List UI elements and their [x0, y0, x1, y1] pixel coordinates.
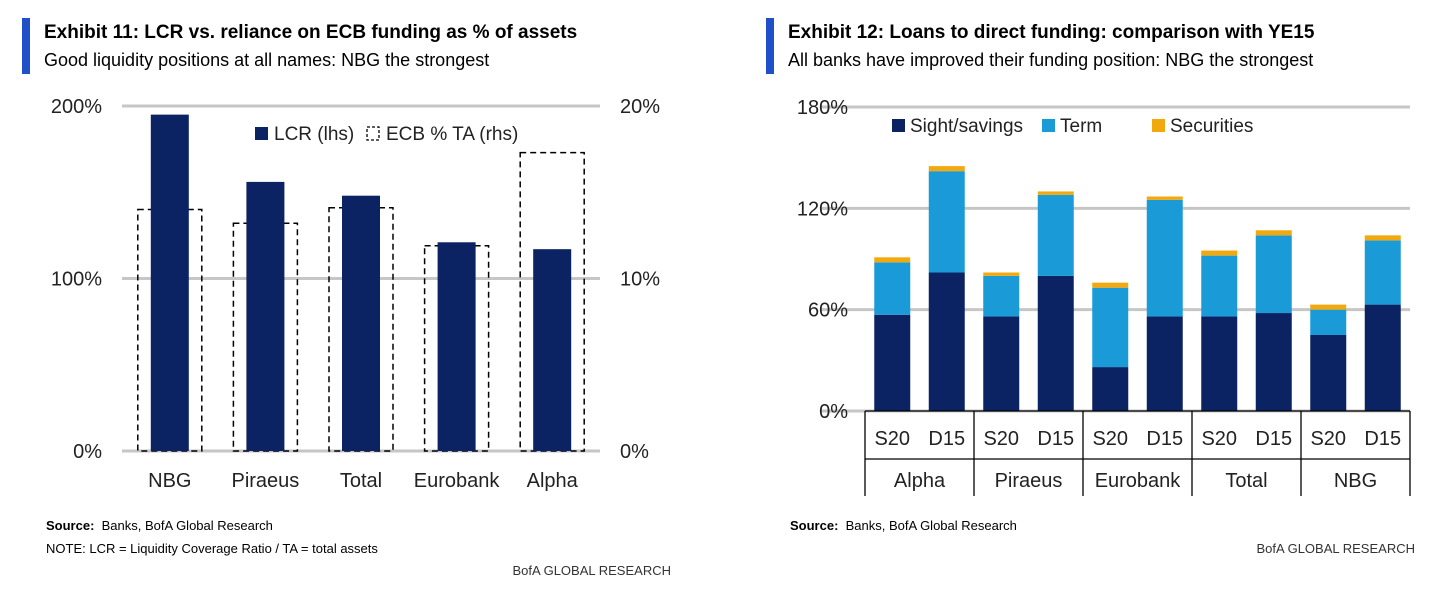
sight-savings-segment: [1037, 275, 1074, 411]
y-tick-label: 0%: [819, 401, 848, 423]
sight-savings-segment: [1092, 367, 1129, 411]
term-segment: [1146, 199, 1183, 317]
lcr-bar: [150, 114, 189, 451]
source-text: Banks, BofA Global Research: [101, 518, 273, 533]
chart-subtitle: All banks have improved their funding po…: [788, 50, 1314, 70]
legend-swatch: [1042, 119, 1055, 132]
legend-swatch-lcr: [255, 127, 268, 140]
chart-subtitle: Good liquidity positions at all names: N…: [44, 50, 490, 70]
y-tick-label: 120%: [797, 198, 848, 220]
term-segment: [874, 262, 911, 315]
legend-label-lcr: LCR (lhs): [274, 124, 354, 145]
chart-title: Exhibit 11: LCR vs. reliance on ECB fund…: [44, 22, 578, 43]
title-accent-bar: [22, 18, 30, 74]
term-segment: [1092, 287, 1129, 368]
legend-label: Securities: [1170, 116, 1253, 137]
source-label: Source:: [790, 518, 839, 533]
chart-title: Exhibit 12: Loans to direct funding: com…: [788, 22, 1315, 43]
lcr-bar: [342, 195, 380, 451]
x-group-label: Piraeus: [995, 470, 1063, 492]
legend-swatch-ecb: [366, 126, 380, 141]
securities-segment: [1037, 191, 1074, 195]
x-category-label: Total: [340, 470, 382, 492]
source-line: Source: Banks, BofA Global Research: [790, 518, 1017, 533]
lcr-bar: [246, 181, 285, 451]
brand-footer: BofA GLOBAL RESEARCH: [1256, 541, 1415, 556]
x-category-label: Eurobank: [414, 470, 501, 492]
sight-savings-segment: [1146, 316, 1183, 411]
y-left-tick-label: 200%: [51, 96, 102, 118]
x-group-label: Total: [1225, 470, 1267, 492]
sight-savings-segment: [1310, 335, 1347, 411]
exhibit-11: Exhibit 11: LCR vs. reliance on ECB fund…: [0, 0, 720, 596]
source-text: Banks, BofA Global Research: [845, 518, 1017, 533]
term-segment: [1037, 194, 1074, 276]
lcr-bar: [533, 249, 572, 451]
x-category-label: Alpha: [527, 470, 579, 492]
securities-segment: [983, 272, 1020, 276]
x-category-label: S20: [983, 428, 1019, 450]
term-segment: [983, 275, 1020, 317]
securities-segment: [874, 257, 911, 263]
x-category-label: D15: [1364, 428, 1401, 450]
brand-footer: BofA GLOBAL RESEARCH: [512, 563, 671, 578]
x-category-label: D15: [1255, 428, 1292, 450]
y-left-tick-label: 0%: [73, 441, 102, 463]
y-tick-label: 180%: [797, 97, 848, 119]
legend-label: Sight/savings: [910, 116, 1023, 137]
source-label: Source:: [46, 518, 95, 533]
y-right-tick-label: 20%: [620, 96, 660, 118]
sight-savings-segment: [874, 314, 911, 411]
term-segment: [1255, 235, 1292, 314]
y-tick-label: 60%: [808, 300, 848, 322]
legend-label-ecb: ECB % TA (rhs): [386, 124, 518, 145]
x-category-label: D15: [928, 428, 965, 450]
x-category-label: D15: [1146, 428, 1183, 450]
note-line: NOTE: LCR = Liquidity Coverage Ratio / T…: [46, 541, 378, 556]
securities-segment: [1092, 282, 1129, 288]
x-category-label: S20: [1310, 428, 1346, 450]
funding-stacked-chart: 0% 60% 120% 180% S20 D15 S20 D15 S20 D15 S20 D15 S20…: [797, 97, 1411, 496]
sight-savings-segment: [928, 272, 965, 411]
sight-savings-segment: [1364, 304, 1401, 411]
y-left-tick-label: 100%: [51, 269, 102, 291]
term-segment: [1310, 309, 1347, 335]
x-category-label: S20: [1201, 428, 1237, 450]
x-category-label: S20: [1092, 428, 1128, 450]
securities-segment: [1364, 235, 1401, 241]
term-segment: [928, 171, 965, 273]
securities-segment: [928, 166, 965, 172]
lcr-ecb-chart: 0% 100% 200% 0% 10% 20% NBG Piraeus Total Euroban…: [51, 96, 660, 492]
sight-savings-segment: [1255, 313, 1292, 411]
x-category-label: Piraeus: [231, 470, 299, 492]
sight-savings-segment: [1201, 316, 1238, 411]
lcr-bar: [437, 242, 476, 451]
securities-segment: [1310, 304, 1347, 310]
x-category-label: NBG: [148, 470, 191, 492]
term-segment: [1364, 240, 1401, 305]
legend-label: Term: [1060, 116, 1102, 137]
sight-savings-segment: [983, 316, 1020, 411]
title-accent-bar: [766, 18, 774, 74]
y-right-tick-label: 0%: [620, 441, 649, 463]
securities-segment: [1146, 196, 1183, 200]
legend-swatch: [1152, 119, 1165, 132]
x-group-label: Eurobank: [1095, 470, 1182, 492]
securities-segment: [1255, 230, 1292, 236]
source-line: Source: Banks, BofA Global Research: [46, 518, 273, 533]
x-category-label: S20: [874, 428, 910, 450]
term-segment: [1201, 255, 1238, 317]
y-right-tick-label: 10%: [620, 269, 660, 291]
x-category-label: D15: [1037, 428, 1074, 450]
x-group-label: NBG: [1334, 470, 1377, 492]
exhibit-12: Exhibit 12: Loans to direct funding: com…: [740, 0, 1443, 596]
legend-swatch: [892, 119, 905, 132]
securities-segment: [1201, 250, 1238, 256]
x-group-label: Alpha: [894, 470, 946, 492]
